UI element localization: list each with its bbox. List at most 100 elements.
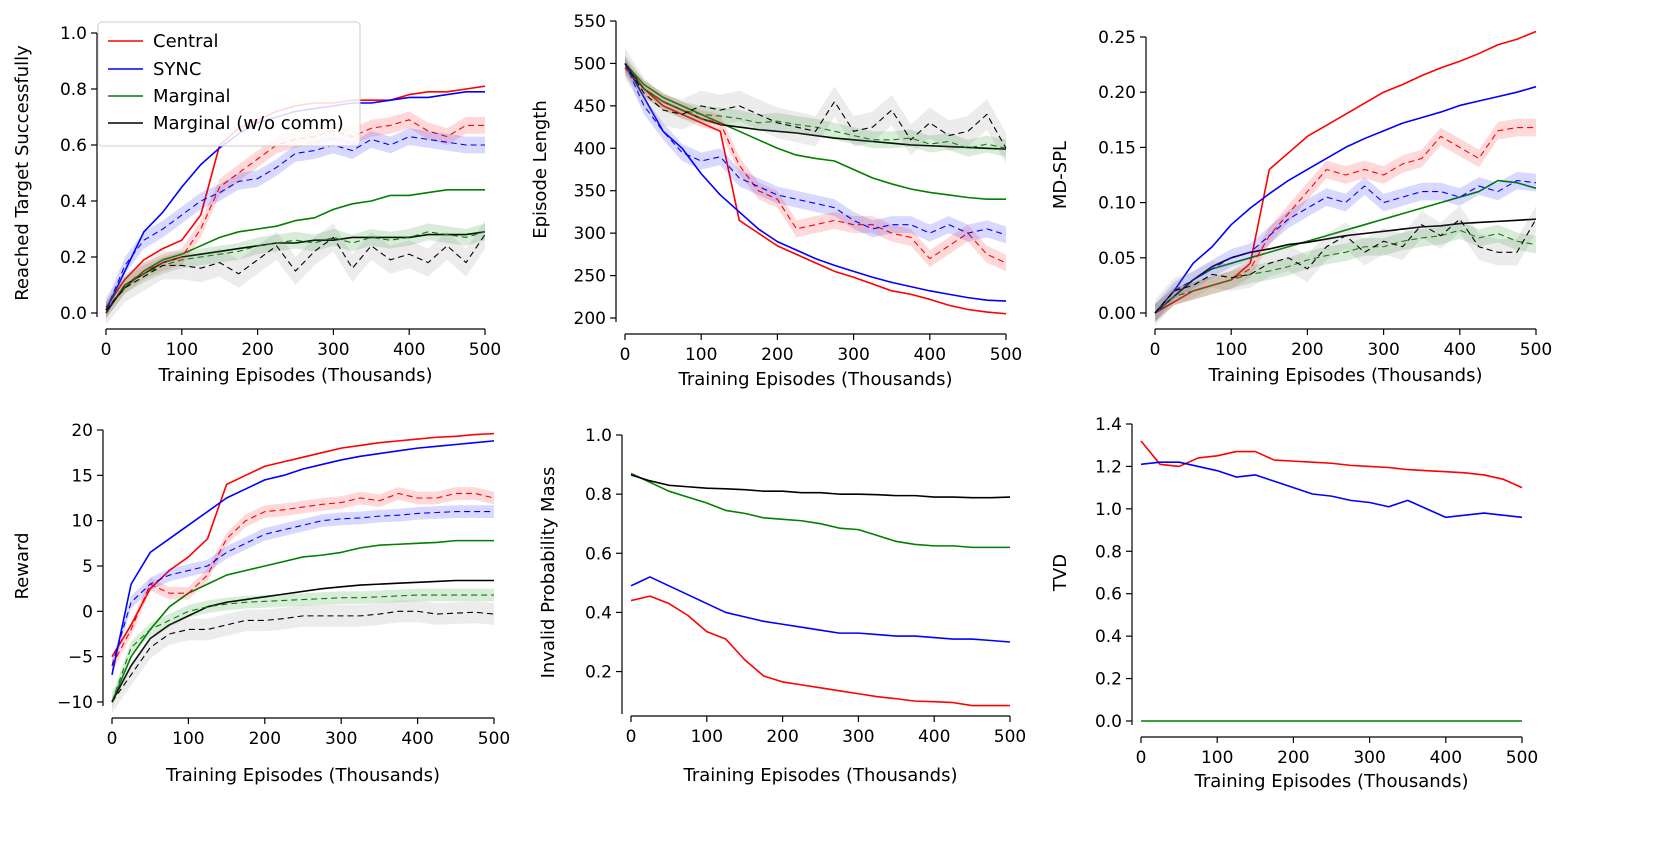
x-tick-label: 100	[1215, 340, 1247, 360]
series-line-marginal-dashed	[1154, 229, 1537, 314]
series-band-central-dashed	[1155, 118, 1536, 322]
y-tick-label: 550	[574, 12, 606, 32]
x-axis-label: Training Episodes (Thousands)	[682, 765, 957, 786]
series-line-central	[624, 67, 1007, 315]
y-tick-label: 0.8	[585, 485, 612, 505]
series-band-marginal-dashed	[625, 54, 1006, 157]
series-line-marginal-w-o-comm-dashed	[111, 610, 495, 703]
y-axis-label: MD-SPL	[1050, 141, 1071, 209]
y-tick-label: 0.6	[585, 544, 612, 564]
y-tick-label: 0.15	[1098, 138, 1136, 158]
legend-label-sync: SYNC	[153, 59, 201, 80]
series-line-sync	[1154, 85, 1537, 314]
series-band-marginal-dashed	[1155, 221, 1536, 322]
y-tick-label: 1.0	[1095, 500, 1122, 520]
legend: Central SYNC Marginal Marginal (w/o comm…	[97, 21, 361, 147]
series-line-marginal-w-o-comm	[630, 474, 1011, 499]
legend-label-marginal-wo-comm: Marginal (w/o comm)	[153, 113, 344, 134]
x-tick-label: 300	[837, 345, 869, 365]
series-line-marginal-dashed	[111, 594, 494, 703]
series-line-central-dashed	[111, 492, 495, 666]
y-tick-label: 0.0	[1095, 712, 1122, 732]
y-tick-label: 1.4	[1095, 415, 1122, 435]
series-line-sync	[111, 440, 495, 675]
series-line-central	[111, 432, 495, 658]
series-line-sync-dashed	[111, 511, 494, 666]
y-tick-label: 0.2	[1095, 670, 1122, 690]
series-line-marginal-dashed	[624, 63, 1007, 149]
y-tick-label: 0.4	[585, 603, 612, 623]
y-axis-label: Reward	[12, 532, 33, 599]
y-tick-label: 0.25	[1098, 28, 1136, 48]
y-tick-label: 20	[71, 421, 93, 441]
series-band-central-dashed	[625, 59, 1006, 272]
x-tick-label: 100	[172, 729, 204, 749]
x-tick-label: 400	[914, 345, 946, 365]
y-tick-label: 0.8	[1095, 542, 1122, 562]
legend-label-marginal: Marginal	[153, 86, 231, 107]
panel-episode-length: 200 250 300 350 400 450 500 550 0 100 200 300 400 500…	[530, 12, 1022, 390]
series-band-marginal-w-o-comm-dashed	[625, 48, 1006, 164]
series-line-sync	[1140, 461, 1523, 519]
y-axis-label: Reached Target Successfully	[12, 45, 33, 301]
x-tick-label: 500	[478, 729, 510, 749]
panel-invalid-probability-mass: 0.2 0.4 0.6 0.8 1.0 0 100 200 300 400 500 Training …	[538, 426, 1026, 786]
y-tick-label: 15	[71, 466, 93, 486]
y-tick-label: 0.0	[60, 304, 87, 324]
series-line-marginal-w-o-comm-dashed	[1154, 218, 1537, 314]
y-tick-label: 5	[82, 557, 93, 577]
series-line-sync-dashed	[624, 63, 1007, 236]
y-tick-label: 0.4	[60, 192, 87, 212]
y-tick-label: 0.20	[1098, 83, 1136, 103]
y-tick-label: 300	[574, 224, 606, 244]
x-axis-label: Training Episodes (Thousands)	[1207, 365, 1482, 386]
series-band-marginal-dashed	[112, 588, 494, 709]
series-line-marginal	[111, 539, 494, 703]
x-tick-label: 100	[691, 727, 723, 747]
y-tick-label: 0.10	[1098, 194, 1136, 214]
x-tick-label: 400	[393, 340, 425, 360]
series-band-marginal-dashed	[106, 223, 485, 319]
y-tick-label: −5	[68, 648, 93, 668]
y-tick-label: 0.00	[1098, 304, 1136, 324]
x-tick-label: 500	[994, 727, 1026, 747]
y-tick-label: 200	[574, 309, 606, 329]
y-tick-label: 0	[82, 602, 93, 622]
x-tick-label: 0	[1136, 748, 1147, 768]
y-tick-label: 0.2	[585, 663, 612, 683]
series-line-sync	[630, 576, 1011, 643]
x-axis-label: Training Episodes (Thousands)	[165, 765, 440, 786]
y-tick-label: −10	[57, 693, 93, 713]
series-line-marginal	[624, 62, 1006, 200]
x-tick-label: 200	[249, 729, 281, 749]
series-line-sync-dashed	[105, 136, 485, 311]
x-tick-label: 0	[101, 340, 112, 360]
y-tick-label: 500	[574, 54, 606, 74]
y-tick-label: 0.2	[60, 248, 87, 268]
x-tick-label: 300	[317, 340, 349, 360]
y-axis-label: TVD	[1050, 554, 1071, 592]
x-axis-label: Training Episodes (Thousands)	[677, 369, 952, 390]
y-tick-label: 0.4	[1095, 627, 1122, 647]
y-tick-label: 400	[574, 139, 606, 159]
x-tick-label: 200	[1277, 748, 1309, 768]
y-tick-label: 250	[574, 267, 606, 287]
series-band-central-dashed	[106, 111, 485, 319]
series-band-marginal-w-o-comm-dashed	[1155, 205, 1536, 327]
series-line-sync	[624, 63, 1007, 302]
x-tick-label: 0	[107, 729, 118, 749]
series-line-central	[1140, 440, 1523, 489]
x-tick-label: 0	[620, 345, 631, 365]
series-line-marginal-w-o-comm-dashed	[105, 234, 486, 311]
series-line-marginal-w-o-comm	[624, 62, 1007, 150]
x-tick-label: 300	[325, 729, 357, 749]
y-tick-label: 0.8	[60, 80, 87, 100]
series-band-marginal-w-o-comm-dashed	[112, 600, 494, 713]
panel-md-spl: 0.00 0.05 0.10 0.15 0.20 0.25 0 100 200 300 400 500…	[1050, 28, 1552, 386]
y-axis-label: Episode Length	[530, 100, 551, 239]
x-tick-label: 200	[241, 340, 273, 360]
legend-label-central: Central	[153, 31, 219, 52]
y-tick-label: 0.6	[60, 136, 87, 156]
